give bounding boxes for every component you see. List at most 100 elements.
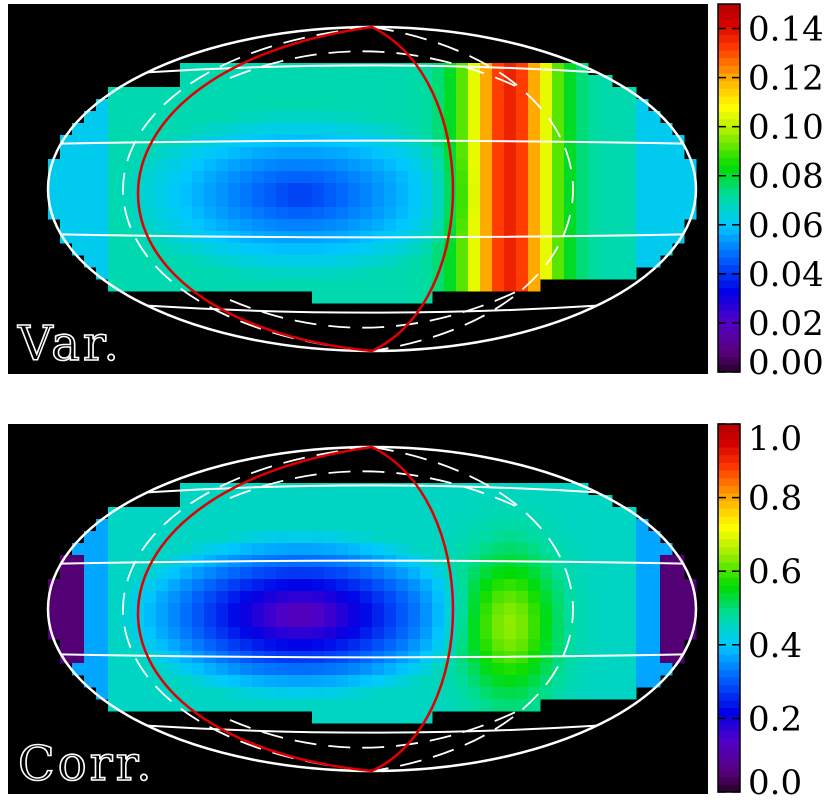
heatmap-cell bbox=[120, 255, 133, 268]
heatmap-cell bbox=[456, 639, 469, 652]
heatmap-cell bbox=[192, 183, 205, 196]
heatmap-cell bbox=[168, 243, 181, 256]
heatmap-cell bbox=[504, 147, 517, 160]
heatmap-cell bbox=[120, 111, 133, 124]
heatmap-cell bbox=[540, 603, 553, 616]
heatmap-cell bbox=[264, 507, 277, 520]
heatmap-cell bbox=[228, 591, 241, 604]
heatmap-cell bbox=[504, 543, 517, 556]
heatmap-cell bbox=[192, 615, 205, 628]
heatmap-cell bbox=[300, 207, 313, 220]
heatmap-cell bbox=[408, 99, 421, 112]
heatmap-cell bbox=[276, 627, 289, 640]
heatmap-cell bbox=[264, 219, 277, 232]
heatmap-cell bbox=[420, 519, 433, 532]
heatmap-cell bbox=[528, 603, 541, 616]
heatmap-cell bbox=[504, 483, 517, 496]
heatmap-cell bbox=[636, 207, 649, 220]
heatmap-cell bbox=[516, 171, 529, 184]
heatmap-cell bbox=[396, 519, 409, 532]
heatmap-cell bbox=[300, 219, 313, 232]
heatmap-cell bbox=[648, 111, 661, 124]
heatmap-cell bbox=[552, 591, 565, 604]
heatmap-cell bbox=[468, 267, 481, 280]
heatmap-cell bbox=[516, 531, 529, 544]
colorbar-segment bbox=[718, 11, 740, 20]
heatmap-cell bbox=[144, 507, 157, 520]
heatmap-cell bbox=[60, 579, 73, 592]
heatmap-cell bbox=[180, 75, 193, 88]
colorbar-segment bbox=[718, 615, 740, 624]
heatmap-cell bbox=[192, 699, 205, 712]
heatmap-cell bbox=[192, 639, 205, 652]
heatmap-cell bbox=[84, 147, 97, 160]
heatmap-cell bbox=[168, 627, 181, 640]
heatmap-cell bbox=[576, 651, 589, 664]
heatmap-cell bbox=[468, 123, 481, 136]
heatmap-cell bbox=[168, 507, 181, 520]
heatmap-cell bbox=[204, 171, 217, 184]
colorbar-segment bbox=[718, 218, 740, 227]
heatmap-cell bbox=[120, 699, 133, 712]
heatmap-cell bbox=[624, 111, 637, 124]
heatmap-cell bbox=[444, 87, 457, 100]
heatmap-cell bbox=[96, 663, 109, 676]
heatmap-cell bbox=[108, 219, 121, 232]
heatmap-cell bbox=[636, 171, 649, 184]
heatmap-cell bbox=[468, 567, 481, 580]
heatmap-cell bbox=[624, 651, 637, 664]
heatmap-cell bbox=[276, 171, 289, 184]
heatmap-cell bbox=[456, 627, 469, 640]
heatmap-cell bbox=[324, 171, 337, 184]
heatmap-cell bbox=[408, 711, 421, 724]
heatmap-cell bbox=[624, 195, 637, 208]
heatmap-cell bbox=[576, 99, 589, 112]
heatmap-cell bbox=[612, 555, 625, 568]
heatmap-cell bbox=[588, 591, 601, 604]
heatmap-cell bbox=[240, 99, 253, 112]
heatmap-cell bbox=[504, 639, 517, 652]
heatmap-cell bbox=[132, 111, 145, 124]
heatmap-cell bbox=[324, 543, 337, 556]
heatmap-cell bbox=[288, 663, 301, 676]
heatmap-cell bbox=[480, 219, 493, 232]
heatmap-cell bbox=[636, 159, 649, 172]
heatmap-cell bbox=[588, 567, 601, 580]
heatmap-cell bbox=[228, 255, 241, 268]
heatmap-cell bbox=[312, 207, 325, 220]
heatmap-cell bbox=[384, 291, 397, 304]
heatmap-cell bbox=[504, 87, 517, 100]
heatmap-cell bbox=[312, 591, 325, 604]
heatmap-cell bbox=[588, 87, 601, 100]
heatmap-cell bbox=[156, 99, 169, 112]
heatmap-cell bbox=[324, 639, 337, 652]
heatmap-cell bbox=[312, 147, 325, 160]
colorbar-segment bbox=[718, 211, 740, 220]
heatmap-cell bbox=[600, 87, 613, 100]
heatmap-cell bbox=[96, 543, 109, 556]
heatmap-cell bbox=[456, 567, 469, 580]
heatmap-cell bbox=[504, 279, 517, 292]
heatmap-cell bbox=[348, 75, 361, 88]
heatmap-cell bbox=[252, 219, 265, 232]
heatmap-cell bbox=[252, 615, 265, 628]
heatmap-cell bbox=[300, 75, 313, 88]
heatmap-cell bbox=[420, 255, 433, 268]
heatmap-cell bbox=[408, 87, 421, 100]
heatmap-cell bbox=[156, 87, 169, 100]
heatmap-cell bbox=[468, 111, 481, 124]
heatmap-cell bbox=[204, 639, 217, 652]
heatmap-cell bbox=[300, 87, 313, 100]
colorbar-segment bbox=[718, 4, 740, 13]
heatmap-cell bbox=[324, 159, 337, 172]
heatmap-cell bbox=[276, 111, 289, 124]
heatmap-cell bbox=[492, 507, 505, 520]
heatmap-cell bbox=[624, 267, 637, 280]
heatmap-cell bbox=[156, 243, 169, 256]
heatmap-cell bbox=[444, 183, 457, 196]
heatmap-cell bbox=[528, 507, 541, 520]
heatmap-cell bbox=[384, 87, 397, 100]
heatmap-cell bbox=[480, 495, 493, 508]
heatmap-cell bbox=[156, 195, 169, 208]
heatmap-cell bbox=[492, 615, 505, 628]
